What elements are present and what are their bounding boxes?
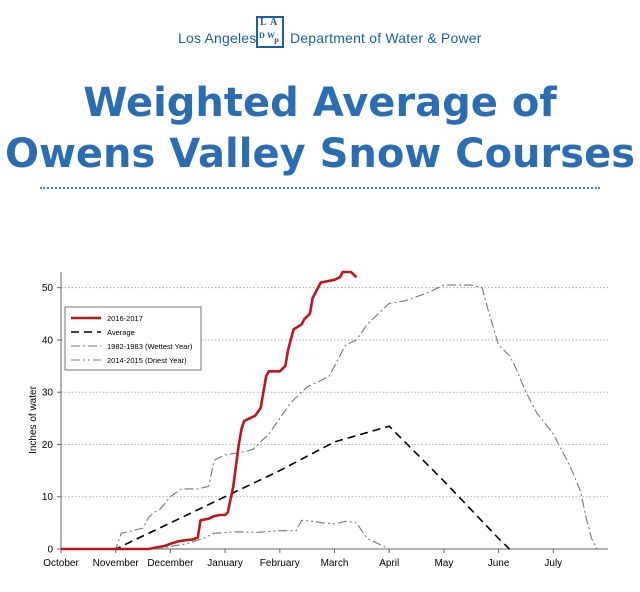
x-tick-label: March <box>321 558 349 569</box>
y-tick-label: 40 <box>42 335 54 346</box>
logo-letter: P <box>274 37 279 46</box>
ladwp-logo: L A D W P <box>256 16 284 48</box>
title-divider <box>40 187 600 189</box>
org-name-right: Department of Water & Power <box>290 30 482 46</box>
legend-label: 1982-1983 (Wettest Year) <box>107 342 193 351</box>
x-tick-label: July <box>544 558 562 569</box>
org-name-left: Los Angeles <box>178 30 257 46</box>
legend: 2016-2017 Average 1982-1983 (Wettest Year)… <box>64 306 202 371</box>
logo-letter: D <box>259 31 265 40</box>
x-tick-label: May <box>434 558 453 569</box>
legend-label: 2016-2017 <box>107 314 143 323</box>
x-tick-label: December <box>147 558 194 569</box>
x-tick-label: November <box>93 558 140 569</box>
x-tick-label: January <box>207 558 243 569</box>
logo-letter: A <box>270 17 278 28</box>
legend-label: 2014-2015 (Driest Year) <box>107 356 187 365</box>
series-lines <box>61 270 598 551</box>
x-axis-ticks: October November December January February Ma… <box>43 549 562 569</box>
y-axis-label: Inches of water <box>28 385 39 453</box>
page-title-line1: Weighted Average of <box>83 80 557 126</box>
series-line-1 <box>61 425 511 550</box>
series-line-0 <box>61 270 358 551</box>
series-line-2 <box>61 284 598 550</box>
header: Los Angeles L A D W P Department of Wate… <box>0 14 640 54</box>
logo-letter: L <box>260 17 267 28</box>
y-tick-label: 30 <box>42 388 54 399</box>
y-tick-label: 20 <box>42 440 54 451</box>
x-tick-label: February <box>260 558 300 569</box>
logo-letter: W <box>267 31 275 40</box>
y-tick-label: 50 <box>42 283 54 294</box>
x-tick-label: April <box>379 558 399 569</box>
x-tick-label: June <box>488 558 510 569</box>
y-tick-label: 10 <box>42 492 54 503</box>
page-title-line2: Owens Valley Snow Courses <box>4 131 636 177</box>
y-axis-ticks: 0 10 20 30 40 50 <box>42 283 61 556</box>
x-tick-label: October <box>43 558 79 569</box>
legend-label: Average <box>107 328 135 337</box>
series-line-3 <box>61 519 390 550</box>
y-tick-label: 0 <box>47 545 53 556</box>
